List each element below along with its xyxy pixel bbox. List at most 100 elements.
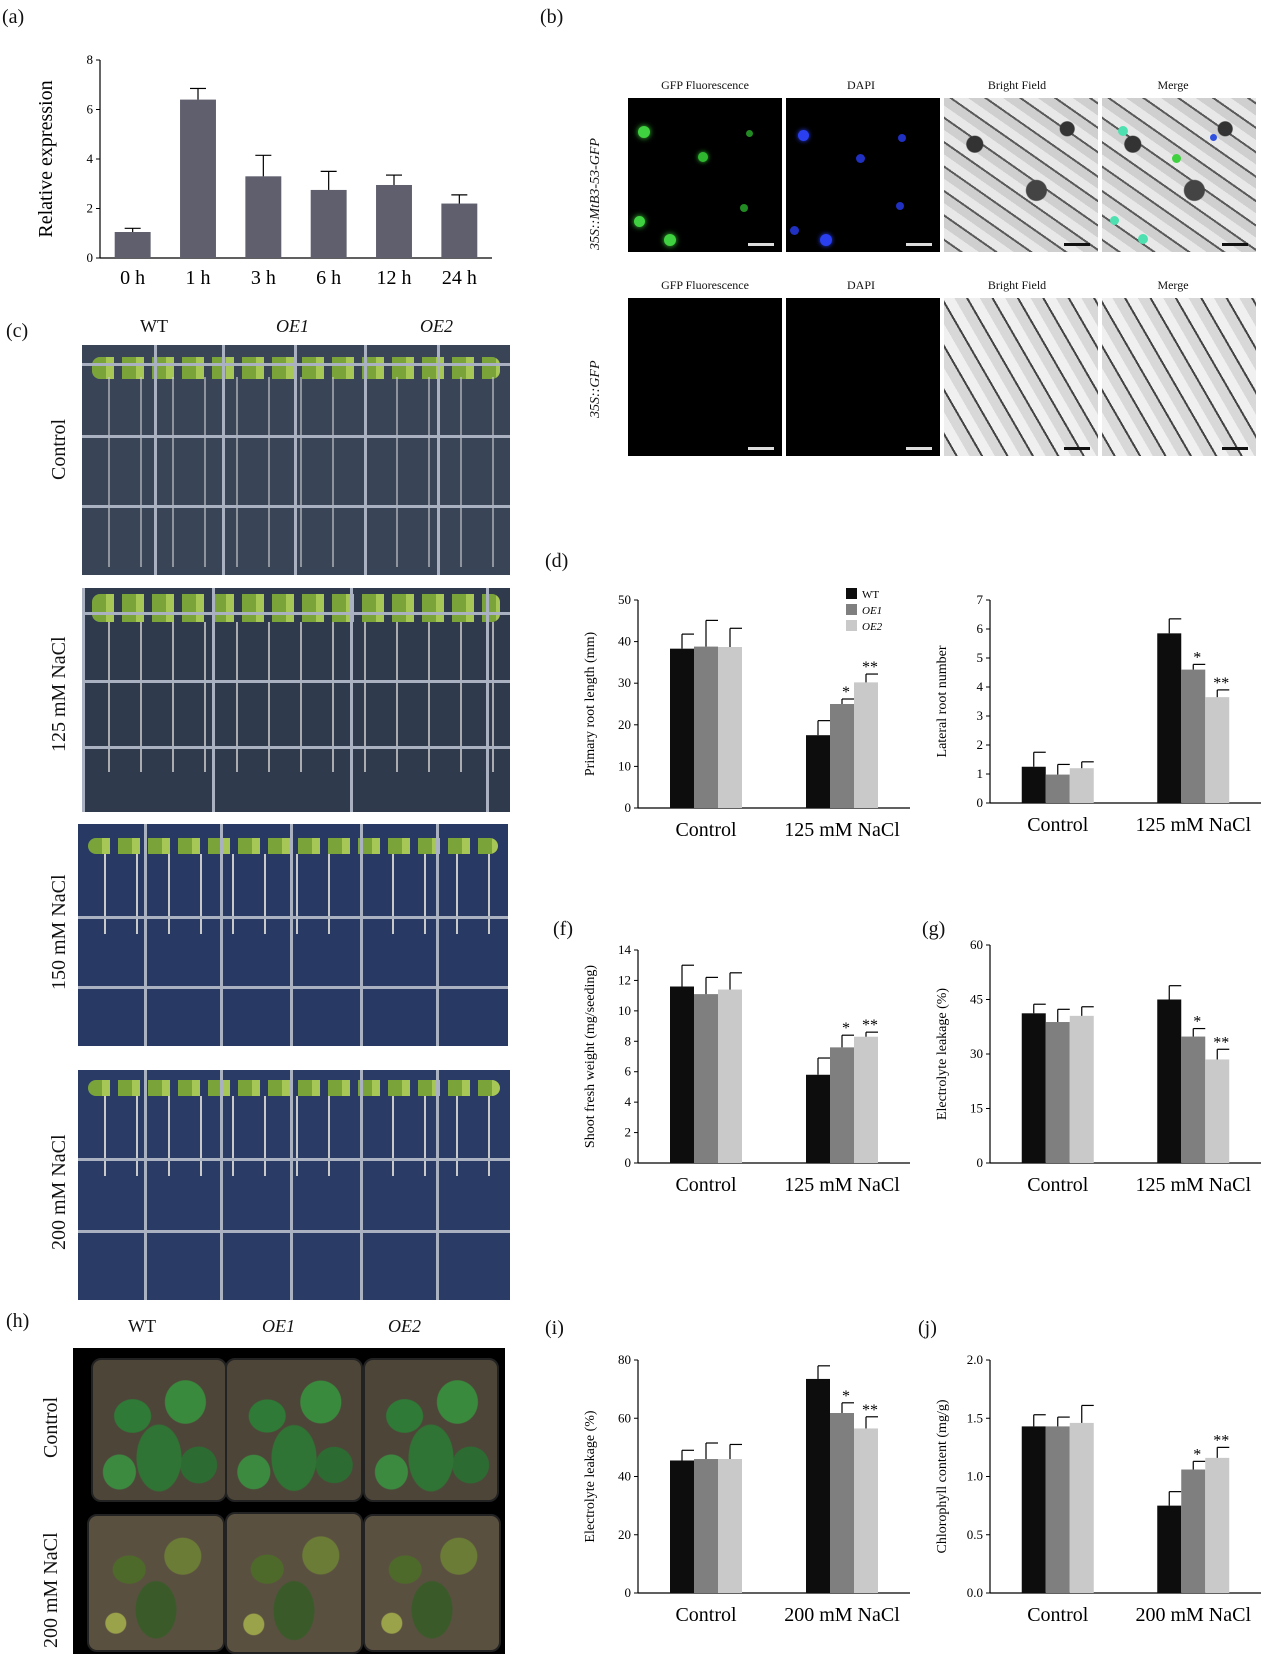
panel-label-h: (h) bbox=[6, 1310, 30, 1332]
bar bbox=[114, 232, 151, 258]
plate-150mm bbox=[78, 824, 508, 1046]
chart-g-electrolyte-leakage: 0 15 30 45 60 Electrolyte leakage (%) Control *… bbox=[935, 937, 1261, 1196]
chart-i-electrolyte-leakage: 0 20 40 60 80 Electrolyte leakage (%) Control *… bbox=[583, 1352, 910, 1626]
bar bbox=[854, 1036, 878, 1163]
y-tick-label: 0.5 bbox=[967, 1527, 983, 1542]
significance-mark: ** bbox=[1213, 1432, 1229, 1449]
y-tick-label: 4 bbox=[977, 679, 984, 694]
y-tick-label: 2 bbox=[625, 1125, 632, 1140]
y-tick-label: 10 bbox=[618, 758, 631, 773]
significance-mark: * bbox=[1193, 649, 1201, 666]
mic-gfp-mtb3 bbox=[628, 98, 782, 252]
x-tick-label: Control bbox=[675, 819, 737, 841]
y-axis-label: Electrolyte leakage (%) bbox=[583, 1410, 598, 1542]
y-tick-label: 0 bbox=[625, 1585, 632, 1600]
bar bbox=[1157, 633, 1182, 803]
mic-dapi-mtb3 bbox=[786, 98, 940, 252]
mic-merge-mtb3 bbox=[1102, 98, 1256, 252]
plate-label-125: 125 mM NaCl bbox=[48, 636, 70, 752]
y-tick-label: 40 bbox=[618, 634, 631, 649]
significance-mark: ** bbox=[1213, 1034, 1229, 1051]
y-tick-label: 1 bbox=[977, 766, 984, 781]
bar bbox=[1021, 1426, 1046, 1593]
y-tick-label: 20 bbox=[618, 1527, 631, 1542]
bar bbox=[1181, 1036, 1206, 1163]
pot-genotype-oe2: OE2 bbox=[388, 1316, 421, 1336]
x-tick-label: 6 h bbox=[316, 267, 341, 289]
panel-label-b: (b) bbox=[540, 6, 564, 28]
significance-mark: * bbox=[1193, 1014, 1201, 1031]
panel-label-c: (c) bbox=[6, 320, 29, 342]
bar bbox=[670, 986, 694, 1163]
y-tick-label: 6 bbox=[625, 1064, 632, 1079]
y-axis-label: Relative expression bbox=[35, 80, 57, 237]
y-tick-label: 2 bbox=[977, 737, 984, 752]
bar bbox=[1045, 1426, 1070, 1593]
y-tick-label: 2 bbox=[87, 201, 94, 216]
bar bbox=[1205, 1059, 1230, 1163]
x-tick-label: 200 mM NaCl bbox=[784, 1604, 900, 1626]
mic-col-bf-2: Bright Field bbox=[987, 278, 1047, 292]
bar bbox=[806, 735, 830, 808]
x-tick-label: 125 mM NaCl bbox=[784, 819, 900, 841]
legend-swatch bbox=[846, 588, 857, 599]
y-tick-label: 40 bbox=[618, 1469, 631, 1484]
x-tick-label: 125 mM NaCl bbox=[784, 1174, 900, 1196]
significance-mark: ** bbox=[862, 1017, 878, 1034]
panel-label-j: (j) bbox=[918, 1317, 937, 1339]
x-tick-label: 12 h bbox=[377, 267, 412, 289]
y-tick-label: 4 bbox=[87, 151, 94, 166]
x-tick-label: 24 h bbox=[442, 267, 477, 289]
bar bbox=[245, 176, 282, 258]
panel-label-d: (d) bbox=[545, 550, 569, 572]
bar bbox=[1045, 1022, 1070, 1163]
bar bbox=[854, 1428, 878, 1593]
significance-mark: * bbox=[842, 1388, 850, 1405]
y-tick-label: 0 bbox=[625, 800, 632, 815]
bar bbox=[1021, 1013, 1046, 1163]
x-tick-label: 125 mM NaCl bbox=[1135, 1174, 1251, 1196]
legend-label: OE1 bbox=[862, 605, 882, 617]
panel-label-a: (a) bbox=[2, 6, 25, 28]
x-tick-label: 200 mM NaCl bbox=[1135, 1604, 1251, 1626]
y-tick-label: 8 bbox=[625, 1033, 632, 1048]
panel-label-f: (f) bbox=[553, 918, 573, 940]
bar bbox=[1205, 1457, 1230, 1593]
bar bbox=[1069, 768, 1094, 803]
bar bbox=[806, 1074, 830, 1163]
x-tick-label: 3 h bbox=[251, 267, 276, 289]
mic-dapi-control bbox=[786, 298, 940, 456]
y-axis-label: Chlorophyll content (mg/g) bbox=[935, 1399, 950, 1553]
x-tick-label: 0 h bbox=[120, 267, 145, 289]
significance-mark: ** bbox=[862, 1402, 878, 1419]
mic-col-dapi-2: DAPI bbox=[846, 278, 875, 292]
x-tick-label: Control bbox=[1027, 1604, 1089, 1626]
panel-label-g: (g) bbox=[922, 918, 946, 940]
mic-col-merge-2: Merge bbox=[1157, 278, 1189, 292]
y-tick-label: 30 bbox=[618, 675, 631, 690]
y-tick-label: 0 bbox=[87, 250, 94, 265]
bar bbox=[806, 1378, 830, 1593]
bar bbox=[670, 1460, 694, 1593]
mic-col-gfp-2: GFP Fluorescence bbox=[661, 278, 749, 292]
significance-mark: * bbox=[842, 1020, 850, 1037]
bar bbox=[718, 989, 742, 1163]
bar bbox=[854, 682, 878, 808]
bar bbox=[694, 1459, 718, 1593]
y-tick-label: 0.0 bbox=[967, 1585, 983, 1600]
plate-125mm bbox=[82, 588, 510, 812]
chart-f-shoot-fresh-weight: 0 2 4 6 8 10 12 14 Shoot fresh weight (mg/seedin… bbox=[583, 942, 910, 1196]
mic-col-merge-1: Merge bbox=[1157, 78, 1189, 92]
y-tick-label: 80 bbox=[618, 1352, 631, 1367]
pots-photo bbox=[73, 1348, 505, 1654]
x-tick-label: Control bbox=[1027, 814, 1089, 836]
bar bbox=[830, 1413, 854, 1593]
bar bbox=[310, 189, 347, 258]
y-tick-label: 3 bbox=[977, 708, 984, 723]
y-tick-label: 14 bbox=[618, 942, 632, 957]
y-tick-label: 0 bbox=[625, 1155, 632, 1170]
bar bbox=[441, 203, 478, 258]
y-tick-label: 5 bbox=[977, 650, 984, 665]
bar bbox=[1069, 1015, 1094, 1163]
